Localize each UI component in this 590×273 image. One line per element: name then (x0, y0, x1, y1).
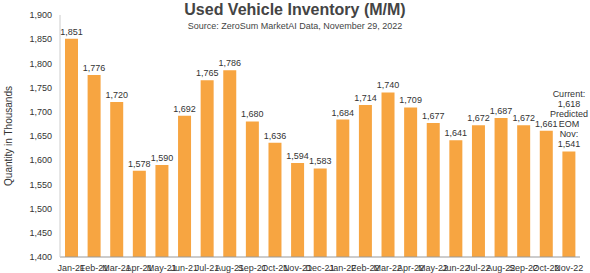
svg-text:1,650: 1,650 (29, 131, 52, 141)
svg-text:1,709: 1,709 (399, 95, 422, 105)
svg-text:Quantity in Thousands: Quantity in Thousands (8, 86, 14, 186)
svg-text:1,594: 1,594 (286, 151, 309, 161)
svg-text:1,600: 1,600 (29, 155, 52, 165)
svg-text:1,550: 1,550 (29, 180, 52, 190)
svg-text:1,700: 1,700 (29, 107, 52, 117)
svg-text:Current:1,618PredictedEOMNov:1: Current:1,618PredictedEOMNov:1,541 (550, 89, 582, 149)
svg-text:1,583: 1,583 (309, 156, 332, 166)
svg-text:1,500: 1,500 (29, 204, 52, 214)
svg-text:1,851: 1,851 (60, 27, 83, 37)
svg-text:1,590: 1,590 (151, 153, 174, 163)
svg-text:1,800: 1,800 (29, 59, 52, 69)
svg-text:1,765: 1,765 (196, 68, 219, 78)
svg-text:1,750: 1,750 (29, 83, 52, 93)
svg-text:Nov-22: Nov-22 (554, 263, 582, 273)
svg-text:1,450: 1,450 (29, 228, 52, 238)
svg-text:1,687: 1,687 (490, 106, 513, 116)
svg-text:1,680: 1,680 (241, 109, 264, 119)
svg-text:1,636: 1,636 (264, 131, 287, 141)
svg-text:1,672: 1,672 (467, 113, 490, 123)
svg-text:1,740: 1,740 (377, 80, 400, 90)
svg-text:1,692: 1,692 (173, 104, 196, 114)
svg-text:1,776: 1,776 (83, 63, 106, 73)
svg-text:1,641: 1,641 (445, 128, 468, 138)
svg-text:1,578: 1,578 (128, 159, 151, 169)
html-text:Used Vehicle Inventory (M/M): Used Vehicle Inventory (M/M) (184, 1, 406, 18)
svg-text:1,677: 1,677 (422, 111, 445, 121)
svg-text:1,684: 1,684 (332, 108, 355, 118)
svg-text:1,850: 1,850 (29, 34, 52, 44)
svg-text:1,720: 1,720 (105, 90, 128, 100)
svg-text:1,400: 1,400 (29, 252, 52, 262)
svg-text:1,786: 1,786 (218, 58, 241, 68)
html-text:Source: ZeroSum MarketAI Data,: Source: ZeroSum MarketAI Data, November … (187, 21, 403, 31)
svg-text:1,672: 1,672 (512, 113, 535, 123)
svg-text:1,900: 1,900 (29, 10, 52, 20)
svg-text:1,714: 1,714 (354, 93, 377, 103)
svg-text:1,661: 1,661 (535, 119, 558, 129)
